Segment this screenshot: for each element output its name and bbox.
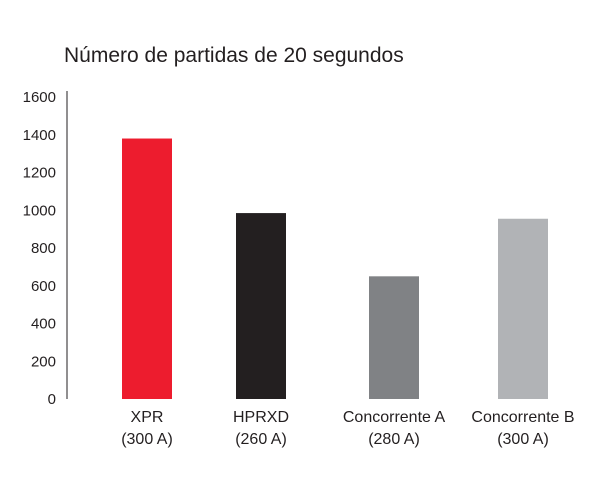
category-label: Concorrente B	[471, 409, 574, 426]
bars	[122, 138, 548, 399]
chart-title: Número de partidas de 20 segundos	[64, 44, 404, 67]
category-sublabel: (300 A)	[497, 431, 549, 448]
category-sublabel: (300 A)	[121, 431, 173, 448]
x-axis-labels: XPR (300 A) HPRXD (260 A) Concorrente A (280 …	[121, 409, 574, 448]
bar	[369, 276, 419, 399]
y-tick-label: 1400	[23, 127, 56, 144]
y-tick-label: 1200	[23, 165, 56, 182]
category-label: HPRXD	[233, 409, 289, 426]
y-tick-label: 1000	[23, 202, 56, 219]
category-sublabel: (280 A)	[368, 431, 420, 448]
y-axis: 1600 1400 1200 1000 800 600 400 200 0	[23, 89, 68, 408]
y-tick-label: 400	[31, 316, 56, 333]
y-tick-label: 1600	[23, 89, 56, 106]
bar	[122, 138, 172, 399]
y-tick-label: 0	[48, 391, 56, 408]
category-label: Concorrente A	[343, 409, 446, 426]
y-tick-label: 800	[31, 240, 56, 257]
category-sublabel: (260 A)	[235, 431, 287, 448]
category-label: XPR	[131, 409, 164, 426]
y-tick-label: 200	[31, 353, 56, 370]
y-tick-label: 600	[31, 278, 56, 295]
bar	[498, 218, 548, 399]
bar	[236, 213, 286, 399]
